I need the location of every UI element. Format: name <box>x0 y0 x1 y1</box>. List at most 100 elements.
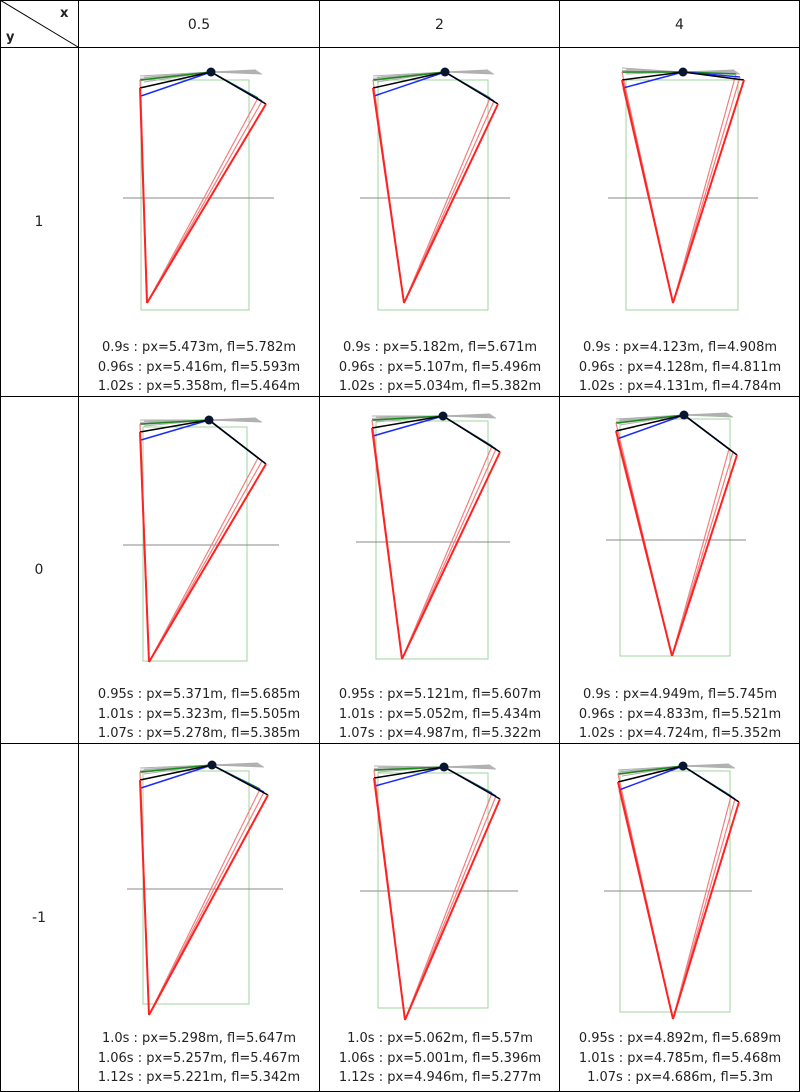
pivot-joint <box>204 415 214 425</box>
upper-arm-right <box>683 414 738 456</box>
caption-line: 1.01s : px=5.323m, fl=5.505m <box>97 706 301 722</box>
lever-left <box>139 87 148 304</box>
upper-arm-left <box>617 765 684 775</box>
upper-arm-right <box>442 415 501 453</box>
upper-arm-left <box>140 764 213 789</box>
swing-diagram <box>123 415 279 663</box>
upper-arm-left <box>617 765 684 783</box>
caption-line: 1.07s : px=4.686m, fl=5.3m <box>587 1070 773 1085</box>
lever-right <box>401 451 501 660</box>
pivot-joint <box>440 67 450 77</box>
caption-line: 1.06s : px=5.001m, fl=5.396m <box>338 1050 542 1066</box>
pivot-joint <box>678 761 688 771</box>
caption-line: 0.9s : px=5.182m, fl=5.671m <box>342 340 538 355</box>
swing-diagram <box>608 67 758 311</box>
corner-diagonal <box>0 0 79 48</box>
upper-arm-left <box>371 415 444 429</box>
row-divider <box>0 396 800 397</box>
reference-box <box>377 79 489 311</box>
arm-trace <box>683 414 734 418</box>
result-caption: 0.95s : px=5.121m, fl=5.607m 1.01s : px=… <box>320 685 560 744</box>
col-divider <box>559 0 560 1092</box>
result-caption: 0.9s : px=5.182m, fl=5.671m 0.96s : px=5… <box>320 338 560 397</box>
lever-right <box>672 73 737 304</box>
lever-left <box>139 431 150 663</box>
upper-arm-right <box>208 419 267 465</box>
upper-arm-left <box>140 419 210 441</box>
caption-line: 1.07s : px=4.987m, fl=5.322m <box>338 726 542 741</box>
lever-right <box>672 79 745 304</box>
upper-arm-left <box>615 414 685 432</box>
result-caption: 1.0s : px=5.298m, fl=5.647m 1.06s : px=5… <box>79 1029 319 1088</box>
caption-line: 1.12s : px=4.946m, fl=5.277m <box>338 1070 542 1085</box>
caption-line: 1.02s : px=4.131m, fl=4.784m <box>578 379 782 394</box>
cell-r2-c2: 0.95s : px=4.892m, fl=5.689m 1.01s : px=… <box>560 744 799 1091</box>
row-header: 0 <box>34 562 44 578</box>
upper-arm-right <box>682 765 740 803</box>
reference-box <box>140 79 250 311</box>
caption-line: 1.01s : px=4.785m, fl=5.468m <box>578 1050 782 1066</box>
reference-box <box>142 426 248 662</box>
reference-box <box>625 79 739 311</box>
cell-r0-c0: 0.9s : px=5.473m, fl=5.782m 0.96s : px=5… <box>79 48 319 396</box>
upper-arm-left <box>139 764 213 773</box>
caption-line: 1.06s : px=5.257m, fl=5.467m <box>97 1050 301 1066</box>
arm-trace <box>444 71 495 75</box>
result-caption: 0.95s : px=5.371m, fl=5.685m 1.01s : px=… <box>79 685 319 744</box>
upper-arm-left <box>139 419 210 433</box>
lever-right <box>671 448 730 657</box>
reference-box <box>619 418 731 657</box>
pivot-joint <box>679 410 689 420</box>
lever-right <box>146 97 259 304</box>
upper-arm-left <box>621 71 684 81</box>
lever-right <box>148 457 259 663</box>
lever-left <box>615 430 673 657</box>
upper-arm-right <box>210 71 267 105</box>
caption-line: 1.12s : px=5.221m, fl=5.342m <box>97 1070 301 1085</box>
lever-left <box>139 779 150 1016</box>
caption-line: 1.0s : px=5.062m, fl=5.57m <box>347 1031 533 1046</box>
result-caption: 1.0s : px=5.062m, fl=5.57m 1.06s : px=5.… <box>320 1029 560 1088</box>
column-header: 2 <box>435 17 444 33</box>
lever-right <box>672 795 732 1020</box>
header-divider <box>0 47 800 48</box>
lever-right <box>404 798 501 1021</box>
caption-line: 1.02s : px=4.724m, fl=5.352m <box>578 726 782 741</box>
arm-trace <box>210 71 263 75</box>
arm-trace <box>211 764 265 768</box>
swing-diagram <box>604 761 752 1020</box>
caption-line: 0.96s : px=4.833m, fl=5.521m <box>578 706 782 722</box>
row-header: 1 <box>34 214 44 230</box>
caption-line: 1.01s : px=5.052m, fl=5.434m <box>338 706 542 722</box>
lever-right <box>148 794 269 1016</box>
cell-r1-c0: 0.95s : px=5.371m, fl=5.685m 1.01s : px=… <box>79 397 319 743</box>
caption-line: 0.9s : px=5.473m, fl=5.782m <box>101 340 297 355</box>
cell-r0-c1: 0.9s : px=5.182m, fl=5.671m 0.96s : px=5… <box>320 48 559 396</box>
result-caption: 0.9s : px=5.473m, fl=5.782m 0.96s : px=5… <box>79 338 319 397</box>
upper-arm-right <box>444 71 499 105</box>
swing-diagram <box>360 67 510 311</box>
upper-arm-right <box>443 766 501 800</box>
cell-r0-c2: 0.9s : px=4.123m, fl=4.908m 0.96s : px=4… <box>560 48 799 396</box>
result-caption: 0.9s : px=4.123m, fl=4.908m 0.96s : px=4… <box>560 338 800 397</box>
lever-right <box>672 801 740 1020</box>
lever-right <box>403 103 499 304</box>
lever-left <box>373 777 406 1021</box>
x-axis-label: x <box>60 6 69 21</box>
lever-left <box>372 87 405 304</box>
table-border-left <box>0 0 1 1092</box>
upper-arm-left <box>374 766 445 787</box>
upper-arm-left <box>615 414 685 424</box>
swing-diagram <box>127 760 283 1016</box>
upper-arm-right <box>682 71 745 81</box>
reference-box <box>142 770 250 1005</box>
arm-trace <box>443 766 497 770</box>
lever-right <box>401 445 493 660</box>
upper-arm-left <box>622 71 684 89</box>
caption-line: 1.02s : px=5.358m, fl=5.464m <box>97 379 301 394</box>
upper-arm-left <box>139 71 212 81</box>
arm-trace <box>208 419 263 423</box>
swing-diagram <box>356 411 510 660</box>
caption-line: 0.9s : px=4.123m, fl=4.908m <box>582 340 778 355</box>
upper-arm-left <box>373 766 445 779</box>
